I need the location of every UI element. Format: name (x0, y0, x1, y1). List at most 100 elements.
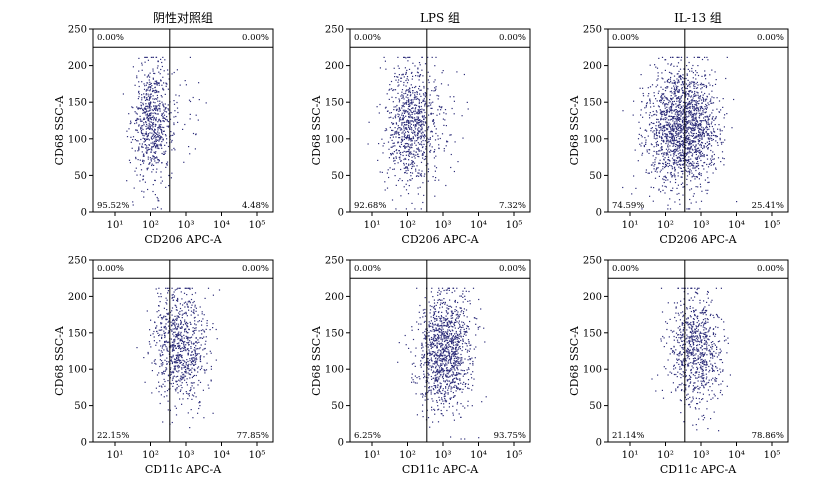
data-point (660, 86, 662, 88)
data-point (191, 376, 193, 379)
data-point (152, 145, 154, 148)
data-point (446, 364, 448, 366)
data-point (432, 388, 434, 390)
data-point (661, 97, 663, 100)
data-point (443, 334, 445, 336)
data-point (166, 119, 168, 121)
data-point (666, 165, 668, 167)
data-point (434, 358, 437, 360)
data-point (392, 101, 394, 103)
data-point (666, 137, 668, 139)
data-point (144, 110, 146, 113)
data-point (171, 350, 173, 352)
data-point (679, 127, 681, 129)
data-point (453, 323, 455, 326)
data-point (155, 140, 157, 142)
data-point (471, 389, 473, 391)
data-point (204, 370, 206, 372)
data-point (666, 129, 668, 131)
data-point (700, 121, 702, 123)
data-point (466, 325, 468, 327)
data-point (395, 79, 397, 81)
data-point (654, 163, 656, 166)
data-point (672, 97, 674, 99)
data-point (419, 130, 421, 132)
data-point (655, 110, 657, 112)
data-point (464, 331, 467, 333)
data-point (186, 368, 188, 370)
data-point (676, 147, 678, 149)
data-point (143, 196, 145, 198)
data-point (417, 128, 419, 130)
data-point (415, 98, 418, 100)
data-point (414, 98, 416, 100)
data-point (651, 84, 654, 86)
data-point (660, 95, 663, 97)
data-point (179, 378, 181, 380)
data-point (658, 121, 660, 123)
data-point (715, 116, 717, 118)
data-point (142, 104, 144, 106)
data-point (179, 287, 181, 289)
data-point (191, 367, 193, 369)
data-point (701, 58, 704, 61)
data-point (168, 78, 170, 80)
data-point (707, 181, 709, 184)
data-point (393, 160, 395, 162)
data-point (152, 126, 154, 128)
data-point (686, 120, 688, 123)
data-point (698, 131, 700, 133)
data-point (140, 125, 142, 127)
data-point (690, 90, 692, 92)
data-point (410, 117, 412, 119)
data-point (709, 162, 711, 164)
data-point (386, 187, 389, 189)
data-point (195, 341, 197, 343)
data-point (408, 68, 411, 70)
data-point (706, 129, 708, 131)
data-point (180, 339, 182, 341)
y-axis-label: CD68 SSC-A (568, 95, 581, 166)
data-point (161, 152, 163, 155)
data-point (399, 129, 401, 131)
data-point (397, 179, 400, 182)
data-point (410, 163, 412, 166)
data-point (183, 373, 185, 375)
data-point (705, 111, 707, 113)
data-point (416, 382, 418, 384)
data-point (179, 84, 181, 86)
data-point (163, 70, 165, 72)
data-point (165, 315, 167, 318)
data-point (424, 135, 427, 137)
data-point (688, 163, 690, 165)
data-point (419, 131, 421, 133)
data-point (443, 319, 445, 321)
data-point (420, 137, 422, 139)
data-point (424, 130, 426, 132)
data-point (669, 139, 672, 141)
data-point (422, 81, 424, 83)
data-point (195, 310, 197, 312)
data-point (415, 107, 417, 109)
data-point (409, 144, 412, 146)
data-point (173, 339, 175, 341)
data-point (658, 130, 660, 132)
data-point (669, 101, 671, 103)
data-point (442, 374, 444, 376)
data-point (679, 68, 682, 70)
data-point (687, 135, 689, 137)
data-point (151, 85, 153, 87)
data-point (408, 134, 410, 136)
data-point (697, 74, 700, 77)
data-point (410, 84, 412, 86)
data-point (195, 348, 197, 350)
data-point (157, 198, 159, 200)
data-point (682, 77, 684, 79)
data-point (165, 318, 167, 320)
data-point (173, 358, 176, 360)
data-point (418, 169, 420, 171)
data-point (703, 145, 705, 147)
data-point (667, 139, 669, 141)
data-point (144, 61, 146, 63)
data-point (685, 121, 688, 123)
